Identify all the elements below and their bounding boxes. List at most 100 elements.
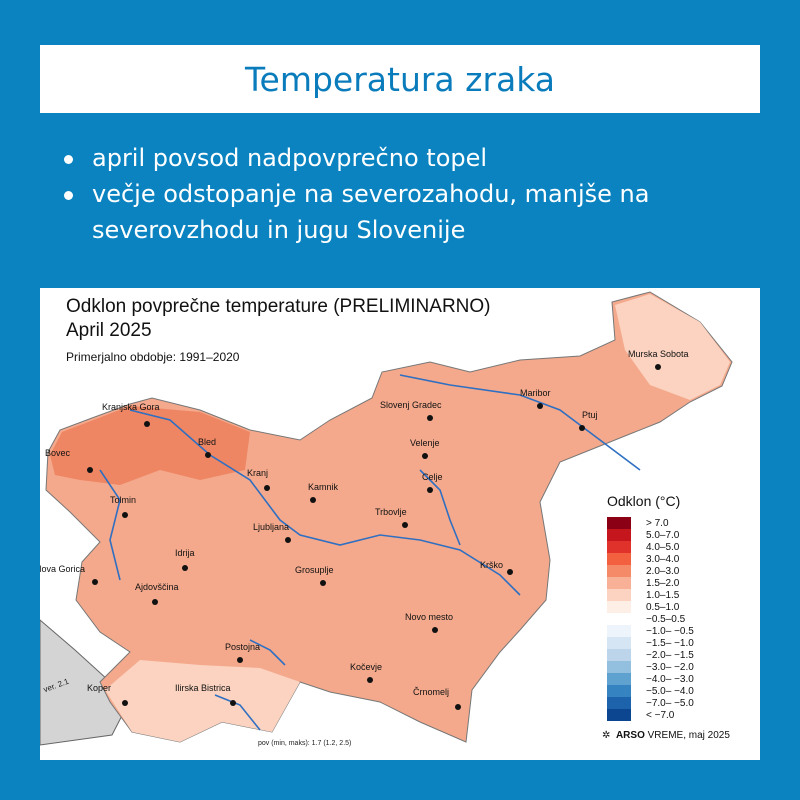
city-dot: [152, 599, 158, 605]
legend-label: 3.0–4.0: [646, 553, 680, 565]
legend: Odklon (°C) > 7.0 5.0–7.0 4.0–5.0 3.0–4.0 2.…: [607, 493, 694, 721]
city-dot: [122, 512, 128, 518]
legend-label: −1.0– −0.5: [646, 625, 694, 637]
city-label: Koper: [87, 683, 111, 693]
city-label: Novo mesto: [405, 612, 453, 622]
city-markers: Murska Sobota Maribor Slovenj Gradec Ptuj Kr…: [40, 349, 689, 710]
legend-label: −0.5–0.5: [646, 613, 686, 625]
city-dot: [144, 421, 150, 427]
city-label: Ilirska Bistrica: [175, 683, 231, 693]
city-label: Ptuj: [582, 410, 598, 420]
cooler-northeast-zone: [615, 294, 730, 400]
legend-label: 1.5–2.0: [646, 577, 680, 589]
legend-swatch: [607, 541, 631, 553]
legend-item: 5.0–7.0: [607, 529, 694, 541]
legend-item: −3.0– −2.0: [607, 661, 694, 673]
legend-label: −7.0– −5.0: [646, 697, 694, 709]
legend-label: 4.0–5.0: [646, 541, 680, 553]
city-label: Kranj: [247, 468, 268, 478]
city-label: Celje: [422, 472, 443, 482]
city-dot: [285, 537, 291, 543]
city-label: Kočevje: [350, 662, 382, 672]
city-dot: [432, 627, 438, 633]
bullet-item: večje odstopanje na severozahodu, manjše…: [58, 176, 758, 248]
credit: ✲ ARSO VREME, maj 2025: [602, 730, 730, 741]
legend-swatch: [607, 637, 631, 649]
city-dot: [537, 403, 543, 409]
legend-label: −3.0– −2.0: [646, 661, 694, 673]
city-label: Črnomelj: [413, 687, 449, 697]
city-label: Trbovlje: [375, 507, 407, 517]
city-dot: [367, 677, 373, 683]
legend-item: 3.0–4.0: [607, 553, 694, 565]
legend-swatch: [607, 553, 631, 565]
legend-swatch: [607, 517, 631, 529]
legend-label: 2.0–3.0: [646, 565, 680, 577]
cooler-south-zone: [105, 660, 300, 742]
map-stats: pov (min, maks): 1.7 (1.2, 2.5): [258, 740, 352, 747]
city-dot: [507, 569, 513, 575]
city-label: Velenje: [410, 438, 440, 448]
city-dot: [237, 657, 243, 663]
legend-swatch: [607, 697, 631, 709]
legend-label: −4.0– −3.0: [646, 673, 694, 685]
city-dot: [422, 453, 428, 459]
legend-item: −5.0– −4.0: [607, 685, 694, 697]
legend-item: −0.5–0.5: [607, 613, 694, 625]
city-dot: [427, 487, 433, 493]
city-label: Postojna: [225, 642, 260, 652]
city-label: Bovec: [45, 448, 71, 458]
credit-text: VREME, maj 2025: [647, 730, 730, 741]
city-dot: [310, 497, 316, 503]
slide-title: Temperatura zraka: [40, 45, 760, 113]
legend-label: 0.5–1.0: [646, 601, 680, 613]
legend-swatch: [607, 673, 631, 685]
city-dot: [122, 700, 128, 706]
slovenia-shape: [45, 291, 733, 743]
city-dot: [455, 704, 461, 710]
legend-item: 1.0–1.5: [607, 589, 694, 601]
reference-period: Primerjalno obdobje: 1991–2020: [66, 350, 240, 364]
legend-item: −4.0– −3.0: [607, 673, 694, 685]
legend-swatch: [607, 661, 631, 673]
city-dot: [92, 579, 98, 585]
city-dot: [402, 522, 408, 528]
city-dot: [427, 415, 433, 421]
legend-label: −5.0– −4.0: [646, 685, 694, 697]
city-label: Murska Sobota: [628, 349, 689, 359]
legend-swatch: [607, 601, 631, 613]
legend-item: −7.0– −5.0: [607, 697, 694, 709]
city-label: Slovenj Gradec: [380, 400, 442, 410]
city-label: Nova Gorica: [40, 564, 85, 574]
city-label: Kamnik: [308, 482, 339, 492]
legend-swatch: [607, 565, 631, 577]
city-label: Idrija: [175, 548, 195, 558]
legend-item: > 7.0: [607, 517, 694, 529]
city-label: Grosuplje: [295, 565, 334, 575]
city-label: Maribor: [520, 388, 551, 398]
legend-item: −1.0– −0.5: [607, 625, 694, 637]
legend-swatch: [607, 529, 631, 541]
legend-label: 5.0–7.0: [646, 529, 680, 541]
legend-label: −2.0– −1.5: [646, 649, 694, 661]
city-label: Krško: [480, 560, 503, 570]
legend-swatch: [607, 649, 631, 661]
city-label: Tolmin: [110, 495, 136, 505]
warm-northwest-zone: [50, 406, 250, 485]
city-dot: [182, 565, 188, 571]
legend-swatch: [607, 577, 631, 589]
bullet-item: april povsod nadpovprečno topel: [58, 140, 758, 176]
city-dot: [87, 467, 93, 473]
city-label: Bled: [198, 437, 216, 447]
legend-title: Odklon (°C): [607, 493, 681, 509]
map-canvas: Murska Sobota Maribor Slovenj Gradec Ptuj Kr…: [40, 291, 733, 746]
map-subtitle: April 2025: [66, 320, 152, 341]
legend-item: 1.5–2.0: [607, 577, 694, 589]
legend-swatch: [607, 589, 631, 601]
bullet-list: april povsod nadpovprečno topel večje od…: [58, 140, 758, 248]
map-title: Odklon povprečne temperature (PRELIMINAR…: [66, 296, 491, 317]
legend-swatch: [607, 709, 631, 721]
city-label: Kranjska Gora: [102, 402, 160, 412]
rivers: [99, 374, 641, 731]
city-dot: [264, 485, 270, 491]
